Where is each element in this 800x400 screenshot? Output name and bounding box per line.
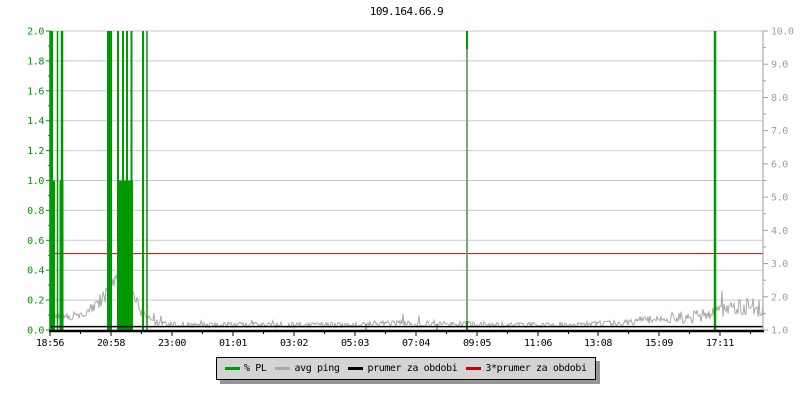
right-tick-label: 7.0	[771, 126, 788, 137]
legend-item-label: prumer za obdobi	[367, 363, 458, 374]
x-tick-label: 17:11	[706, 338, 734, 349]
legend-item-label: % PL	[244, 363, 267, 374]
right-tick-label: 1.0	[771, 326, 788, 337]
legend-item: % PL	[225, 363, 267, 374]
legend-item: avg ping	[275, 363, 340, 374]
legend-item: 3*prumer za obdobi	[466, 363, 587, 374]
avg-ping-line	[49, 272, 764, 330]
left-tick-label: 1.0	[27, 176, 44, 187]
x-tick-label: 09:05	[463, 338, 491, 349]
left-tick-label: 1.8	[27, 56, 44, 67]
legend-swatch-icon	[466, 367, 482, 370]
x-tick-label: 03:02	[280, 338, 308, 349]
legend-item: prumer za obdobi	[348, 363, 458, 374]
x-tick-label: 01:01	[219, 338, 247, 349]
pl-bar	[142, 31, 144, 330]
x-tick-label: 15:09	[645, 338, 673, 349]
left-tick-label: 2.0	[27, 27, 44, 38]
legend-swatch-icon	[275, 367, 291, 370]
right-tick-label: 4.0	[771, 226, 788, 237]
left-tick-label: 0.4	[27, 266, 44, 277]
right-tick-label: 10.0	[771, 27, 794, 38]
legend-box: % PL avg ping prumer za obdobi 3*prumer za …	[216, 357, 596, 380]
right-tick-label: 8.0	[771, 93, 788, 104]
x-tick-label: 07:04	[402, 338, 430, 349]
left-tick-label: 1.6	[27, 86, 44, 97]
pl-bar	[56, 31, 59, 330]
pl-bar	[117, 180, 133, 330]
pl-bar	[50, 180, 55, 330]
right-tick-label: 9.0	[771, 60, 788, 71]
pl-bar	[107, 31, 112, 330]
legend-swatch-icon	[348, 367, 364, 370]
x-tick-label: 18:56	[36, 338, 64, 349]
pl-bar	[59, 180, 64, 330]
left-tick-label: 0.2	[27, 296, 44, 307]
pl-bar	[713, 31, 717, 330]
right-tick-label: 2.0	[771, 292, 788, 303]
right-tick-label: 3.0	[771, 259, 788, 270]
x-tick-label: 23:00	[158, 338, 186, 349]
left-tick-label: 1.4	[27, 116, 44, 127]
pl-bar-bottom-tick	[466, 321, 468, 330]
right-tick-label: 5.0	[771, 193, 788, 204]
left-tick-label: 1.2	[27, 146, 44, 157]
legend-item-label: 3*prumer za obdobi	[485, 363, 587, 374]
chart-title: 109.164.66.9	[369, 5, 444, 18]
left-tick-label: 0.6	[27, 236, 44, 247]
x-tick-label: 13:08	[584, 338, 612, 349]
x-tick-label: 11:06	[524, 338, 552, 349]
legend-item-label: avg ping	[294, 363, 340, 374]
legend-swatch-icon	[225, 367, 240, 370]
left-tick-label: 0.0	[27, 326, 44, 337]
x-tick-label: 05:03	[341, 338, 369, 349]
pl-bar	[146, 31, 148, 330]
x-tick-label: 20:58	[97, 338, 125, 349]
left-tick-label: 0.8	[27, 206, 44, 217]
right-tick-label: 6.0	[771, 159, 788, 170]
